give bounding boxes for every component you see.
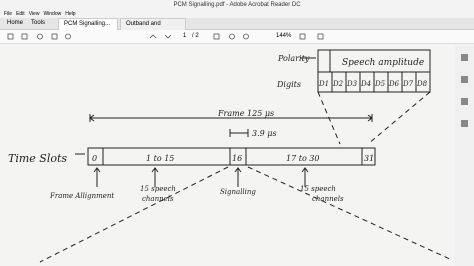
page-number[interactable]: 1	[183, 33, 187, 39]
slot: 1 to 15	[146, 154, 174, 163]
icon[interactable]	[299, 33, 306, 40]
tab[interactable]: Home	[7, 20, 24, 26]
tab-bar: Home Tools PCM Signalling... Outband and…	[0, 18, 474, 38]
document: Polarity Speech amplitude Digits D1 D2 D…	[0, 44, 474, 266]
menu-bar: File Edit View Window Help	[0, 10, 474, 18]
digit: D4	[360, 80, 371, 88]
label: Frame 125 μs	[217, 109, 274, 118]
label: 3.9 μs	[252, 129, 277, 138]
title-bar: PCM Signalling.pdf - Adobe Acrobat Reade…	[0, 0, 474, 10]
digit: D7	[402, 80, 414, 88]
slot: 31	[364, 154, 374, 163]
icon[interactable]	[65, 33, 71, 40]
icon[interactable]	[7, 33, 14, 40]
digit: D6	[388, 80, 400, 88]
side-panel	[455, 44, 474, 266]
menu-item[interactable]: Window	[43, 11, 62, 17]
zoom[interactable]: 144%	[276, 33, 292, 39]
slot: 16	[232, 154, 242, 163]
label: Frame Allignment	[49, 192, 114, 200]
icon[interactable]	[229, 33, 235, 40]
label: Time Slots	[8, 152, 67, 165]
label: Polarity	[277, 54, 310, 63]
icon[interactable]	[21, 33, 28, 40]
label: Speech amplitude	[342, 58, 424, 68]
digit: D2	[332, 80, 344, 88]
tab[interactable]: Tools	[31, 20, 46, 26]
label: 15 speech	[140, 185, 176, 193]
label: channels	[312, 195, 344, 203]
tab[interactable]: Outband and inban...	[120, 18, 186, 38]
menu-item[interactable]: File	[4, 11, 13, 17]
page-arrows[interactable]	[149, 34, 172, 39]
label: channels	[142, 195, 174, 203]
icon[interactable]	[243, 33, 249, 40]
label: 15 speech	[300, 185, 336, 193]
window-title: PCM Signalling.pdf - Adobe Acrobat Reade…	[173, 2, 301, 8]
menu-item[interactable]: Edit	[16, 11, 25, 17]
digit: D1	[318, 80, 329, 88]
page-total: / 2	[192, 33, 199, 39]
label: Signalling	[220, 188, 256, 196]
digit: D5	[374, 80, 386, 88]
toolbar-icons	[7, 33, 324, 40]
menu-item[interactable]: View	[28, 11, 40, 17]
digit: D3	[346, 80, 358, 88]
side-icon[interactable]	[461, 120, 468, 127]
icon[interactable]	[51, 33, 58, 40]
tab-active[interactable]: PCM Signalling...	[58, 18, 118, 30]
icon[interactable]	[317, 33, 324, 40]
menu-item[interactable]: Help	[65, 11, 76, 17]
label: Digits	[276, 80, 301, 89]
slot: 0	[92, 154, 97, 163]
side-icon[interactable]	[461, 98, 468, 105]
side-icon[interactable]	[461, 76, 468, 83]
slot: 17 to 30	[286, 154, 319, 163]
toolbar: 1 / 2 144%	[0, 30, 474, 44]
icon[interactable]	[213, 33, 220, 40]
side-icon[interactable]	[461, 54, 468, 61]
digit: D8	[416, 80, 428, 88]
page	[0, 44, 455, 266]
icon[interactable]	[37, 33, 43, 40]
